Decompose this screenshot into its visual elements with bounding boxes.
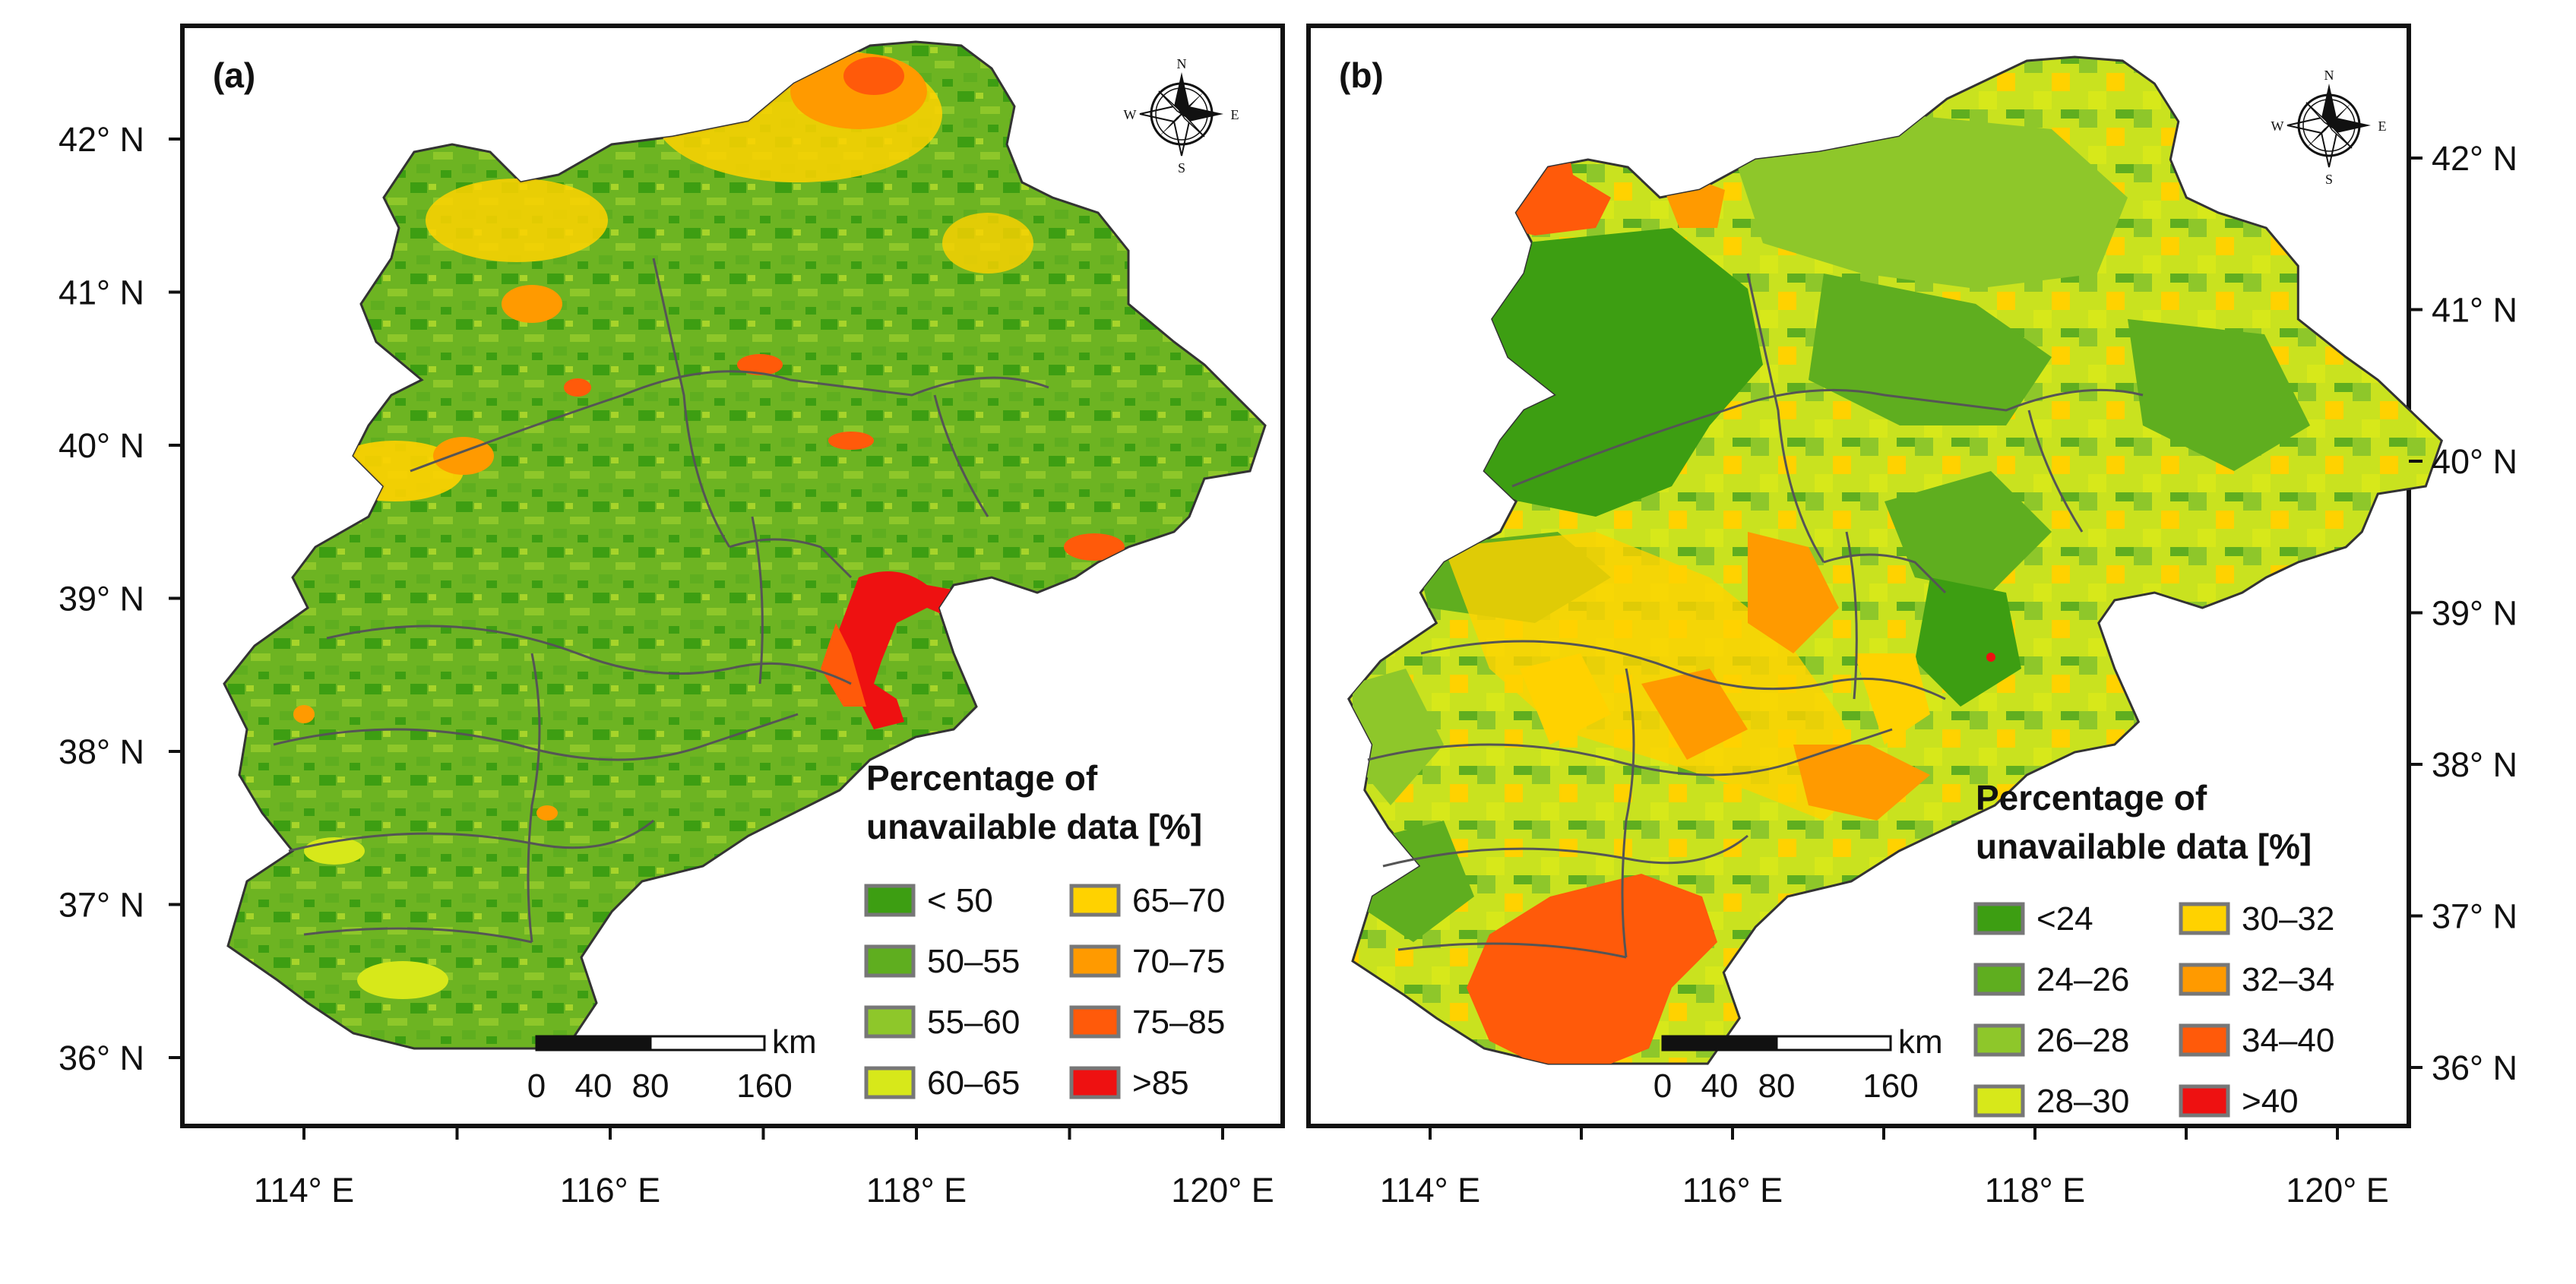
- compass-w-label: W: [1124, 107, 1137, 122]
- y-tick-label: 37° N: [2432, 897, 2517, 936]
- scale-b-tick-40: 40: [1701, 1067, 1739, 1105]
- scale-a-tick-160: 160: [736, 1067, 792, 1105]
- y-tick-label: 41° N: [2432, 291, 2517, 330]
- panel-a-label: (a): [213, 55, 255, 95]
- legend-label: 32–34: [2242, 961, 2334, 998]
- legend-swatch: [2179, 1084, 2230, 1118]
- legend-label: 70–75: [1132, 943, 1225, 980]
- x-tick-label: 116° E: [1682, 1171, 1783, 1210]
- y-tick-label: 39° N: [59, 580, 144, 618]
- legend-label: >85: [1132, 1064, 1189, 1102]
- y-tick-label: 39° N: [2432, 594, 2517, 633]
- panel-b-zones: [1353, 114, 2310, 1064]
- y-tick-label: 40° N: [2432, 442, 2517, 481]
- legend-label: 30–32: [2242, 900, 2334, 938]
- x-tick-label: 120° E: [1171, 1171, 1274, 1210]
- legend-swatch: [2179, 902, 2230, 935]
- legend-b-items: <24 24–26 26–28 28–30 30–32 32–34 34–40 >40: [1973, 900, 2334, 1120]
- legend-a-title-line1: Percentage of: [866, 758, 1098, 798]
- panel-b-province-boundaries: [1367, 273, 2144, 959]
- legend-b-title-line2: unavailable data [%]: [1976, 827, 2312, 866]
- panel-a-province-boundaries: [273, 258, 1049, 944]
- legend-swatch: [1069, 1066, 1121, 1099]
- legend-swatch: [2179, 1023, 2230, 1057]
- legend-label: 65–70: [1132, 882, 1225, 919]
- scale-b-unit: km: [1898, 1023, 1943, 1061]
- legend-b-title-line1: Percentage of: [1976, 778, 2207, 818]
- panel-a-map: [223, 40, 1267, 1050]
- scale-bar-a: km 0 40 80 160: [527, 1023, 817, 1105]
- scale-bar-b: km 0 40 80 160: [1654, 1023, 1943, 1105]
- legend-swatch: [864, 944, 916, 978]
- legend-swatch: [1973, 902, 2025, 935]
- scale-b-tick-160: 160: [1862, 1067, 1918, 1105]
- compass-rose-a: N S E W: [1124, 56, 1239, 176]
- panel-b-map: [1347, 55, 2444, 1065]
- x-tick-label: 114° E: [1380, 1171, 1480, 1210]
- legend-swatch: [1973, 1023, 2025, 1057]
- y-tick-label: 40° N: [59, 426, 144, 465]
- y-tick-label: 38° N: [2432, 745, 2517, 784]
- compass-s-label: S: [2325, 172, 2333, 187]
- x-tick-label: 120° E: [2286, 1171, 2389, 1210]
- y-tick-label: 42° N: [59, 120, 144, 159]
- legend-label: 75–85: [1132, 1004, 1225, 1041]
- x-tick-label: 114° E: [254, 1171, 354, 1210]
- panel-b: (b): [1306, 24, 2444, 1128]
- compass-s-label: S: [1178, 160, 1185, 176]
- legend-label: 55–60: [927, 1004, 1020, 1041]
- compass-rose-b: N S E W: [2271, 68, 2387, 187]
- scale-b-tick-0: 0: [1654, 1067, 1672, 1105]
- legend-a: Percentage of unavailable data [%] < 50 5…: [864, 758, 1225, 1102]
- legend-swatch: [864, 884, 916, 917]
- legend-swatch: [864, 1005, 916, 1039]
- legend-swatch: [1069, 944, 1121, 978]
- x-tick-label: 118° E: [866, 1171, 967, 1210]
- y-tick-label: 38° N: [59, 732, 144, 771]
- legend-label: 60–65: [927, 1064, 1020, 1102]
- legend-swatch: [2179, 963, 2230, 996]
- compass-e-label: E: [1231, 107, 1239, 122]
- x-tick-label: 118° E: [1985, 1171, 2085, 1210]
- legend-label: 26–28: [2036, 1022, 2129, 1059]
- legend-label: 28–30: [2036, 1083, 2129, 1120]
- legend-swatch: [1973, 963, 2025, 996]
- scale-a-tick-40: 40: [575, 1067, 612, 1105]
- y-tick-label: 36° N: [59, 1039, 144, 1077]
- legend-label: >40: [2242, 1083, 2299, 1120]
- compass-n-label: N: [1177, 56, 1187, 71]
- legend-label: <24: [2036, 900, 2093, 938]
- legend-label: < 50: [927, 882, 993, 919]
- legend-label: 50–55: [927, 943, 1020, 980]
- compass-e-label: E: [2378, 119, 2387, 134]
- legend-swatch: [1069, 884, 1121, 917]
- legend-label: 34–40: [2242, 1022, 2334, 1059]
- axes: 114° E 116° E 118° E 120° E 114° E 116° E 118°…: [59, 120, 2517, 1210]
- legend-label: 24–26: [2036, 961, 2129, 998]
- legend-a-title-line2: unavailable data [%]: [866, 807, 1202, 846]
- x-tick-label: 116° E: [560, 1171, 660, 1210]
- y-tick-label: 37° N: [59, 886, 144, 925]
- panel-b-label: (b): [1339, 55, 1384, 95]
- panel-b-frame: [1306, 24, 2411, 1128]
- panel-a: (a): [180, 24, 1285, 1128]
- legend-swatch: [1973, 1084, 2025, 1118]
- scale-a-tick-0: 0: [527, 1067, 546, 1105]
- legend-a-items: < 50 50–55 55–60 60–65 65–70 70–75 75–85 >85: [864, 882, 1225, 1102]
- legend-b: Percentage of unavailable data [%] <24 24…: [1973, 778, 2334, 1120]
- y-tick-label: 42° N: [2432, 139, 2517, 178]
- compass-n-label: N: [2324, 68, 2334, 83]
- compass-w-label: W: [2271, 119, 2284, 134]
- panel-a-frame: [180, 24, 1285, 1128]
- scale-a-unit: km: [772, 1023, 817, 1061]
- scale-b-tick-80: 80: [1758, 1067, 1796, 1105]
- legend-swatch: [1069, 1005, 1121, 1039]
- y-tick-label: 36° N: [2432, 1048, 2517, 1087]
- scale-a-tick-80: 80: [632, 1067, 669, 1105]
- legend-swatch: [864, 1066, 916, 1099]
- y-tick-label: 41° N: [59, 274, 144, 312]
